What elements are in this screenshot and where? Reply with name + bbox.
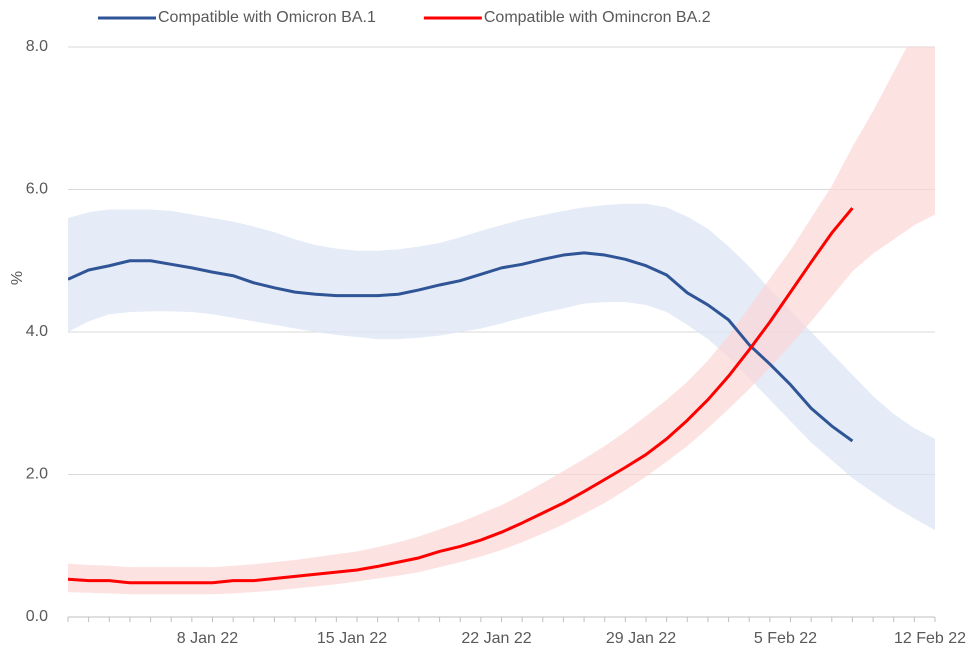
plot-area <box>68 47 935 595</box>
x-tick-label: 15 Jan 22 <box>317 630 387 647</box>
x-tick-label: 29 Jan 22 <box>606 630 676 647</box>
y-tick-label: 0.0 <box>26 608 48 625</box>
series-line <box>68 251 854 443</box>
legend-label: Compatible with Omincron BA.2 <box>484 9 711 26</box>
confidence-band <box>68 203 935 531</box>
x-tick-label: 8 Jan 22 <box>177 630 238 647</box>
y-tick-label: 2.0 <box>26 466 48 483</box>
legend-label: Compatible with Omicron BA.1 <box>158 9 376 26</box>
confidence-band <box>68 47 935 595</box>
series-line <box>68 207 854 585</box>
x-tick-label: 22 Jan 22 <box>461 630 531 647</box>
y-tick-label: 8.0 <box>26 38 48 55</box>
x-tick-label: 12 Feb 22 <box>894 630 966 647</box>
y-axis-label: % <box>9 271 26 285</box>
y-tick-label: 6.0 <box>26 181 48 198</box>
y-tick-label: 4.0 <box>26 323 48 340</box>
x-tick-label: 5 Feb 22 <box>754 630 817 647</box>
